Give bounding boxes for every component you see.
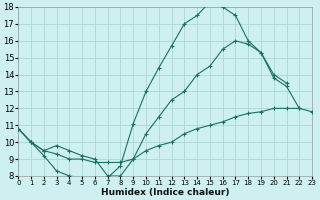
X-axis label: Humidex (Indice chaleur): Humidex (Indice chaleur) — [101, 188, 229, 197]
